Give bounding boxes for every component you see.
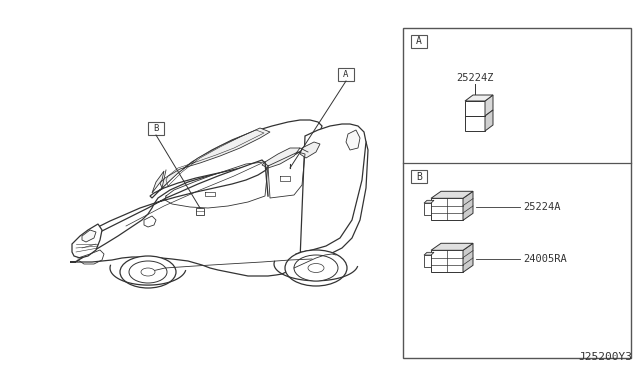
Bar [411,35,427,48]
Polygon shape [160,128,270,188]
Text: A: A [416,36,422,46]
Text: 25224A: 25224A [523,202,561,212]
Polygon shape [485,110,493,131]
Polygon shape [424,252,434,255]
Bar [465,116,485,131]
Polygon shape [72,224,102,258]
Bar [338,68,354,81]
Bar [403,28,631,358]
Bar [148,122,164,135]
Polygon shape [150,120,322,198]
Ellipse shape [308,263,324,273]
Polygon shape [82,230,96,242]
Polygon shape [485,95,493,116]
Ellipse shape [285,250,347,286]
Polygon shape [70,130,368,276]
Polygon shape [262,148,300,168]
Polygon shape [144,216,156,227]
Polygon shape [463,243,473,272]
Ellipse shape [294,255,338,281]
Text: A: A [343,70,349,79]
Polygon shape [465,95,493,101]
Polygon shape [294,124,366,268]
Text: 25224Z: 25224Z [456,73,493,83]
Ellipse shape [141,268,155,276]
Polygon shape [424,201,434,203]
Polygon shape [152,171,164,193]
Polygon shape [463,191,473,220]
Bar [411,170,427,183]
Polygon shape [431,243,473,250]
Polygon shape [431,191,473,198]
Bar [431,198,463,220]
Bar [431,250,463,272]
Text: 24005RA: 24005RA [523,254,567,264]
Ellipse shape [120,256,176,288]
Polygon shape [86,160,268,238]
Ellipse shape [129,261,167,283]
Bar [196,208,204,215]
Text: B: B [416,172,422,182]
Polygon shape [300,142,320,158]
Text: J25200Y3: J25200Y3 [578,352,632,362]
Text: B: B [154,124,159,133]
Polygon shape [346,130,360,150]
Bar [424,203,431,215]
Bar [465,101,485,116]
Bar [424,255,431,267]
